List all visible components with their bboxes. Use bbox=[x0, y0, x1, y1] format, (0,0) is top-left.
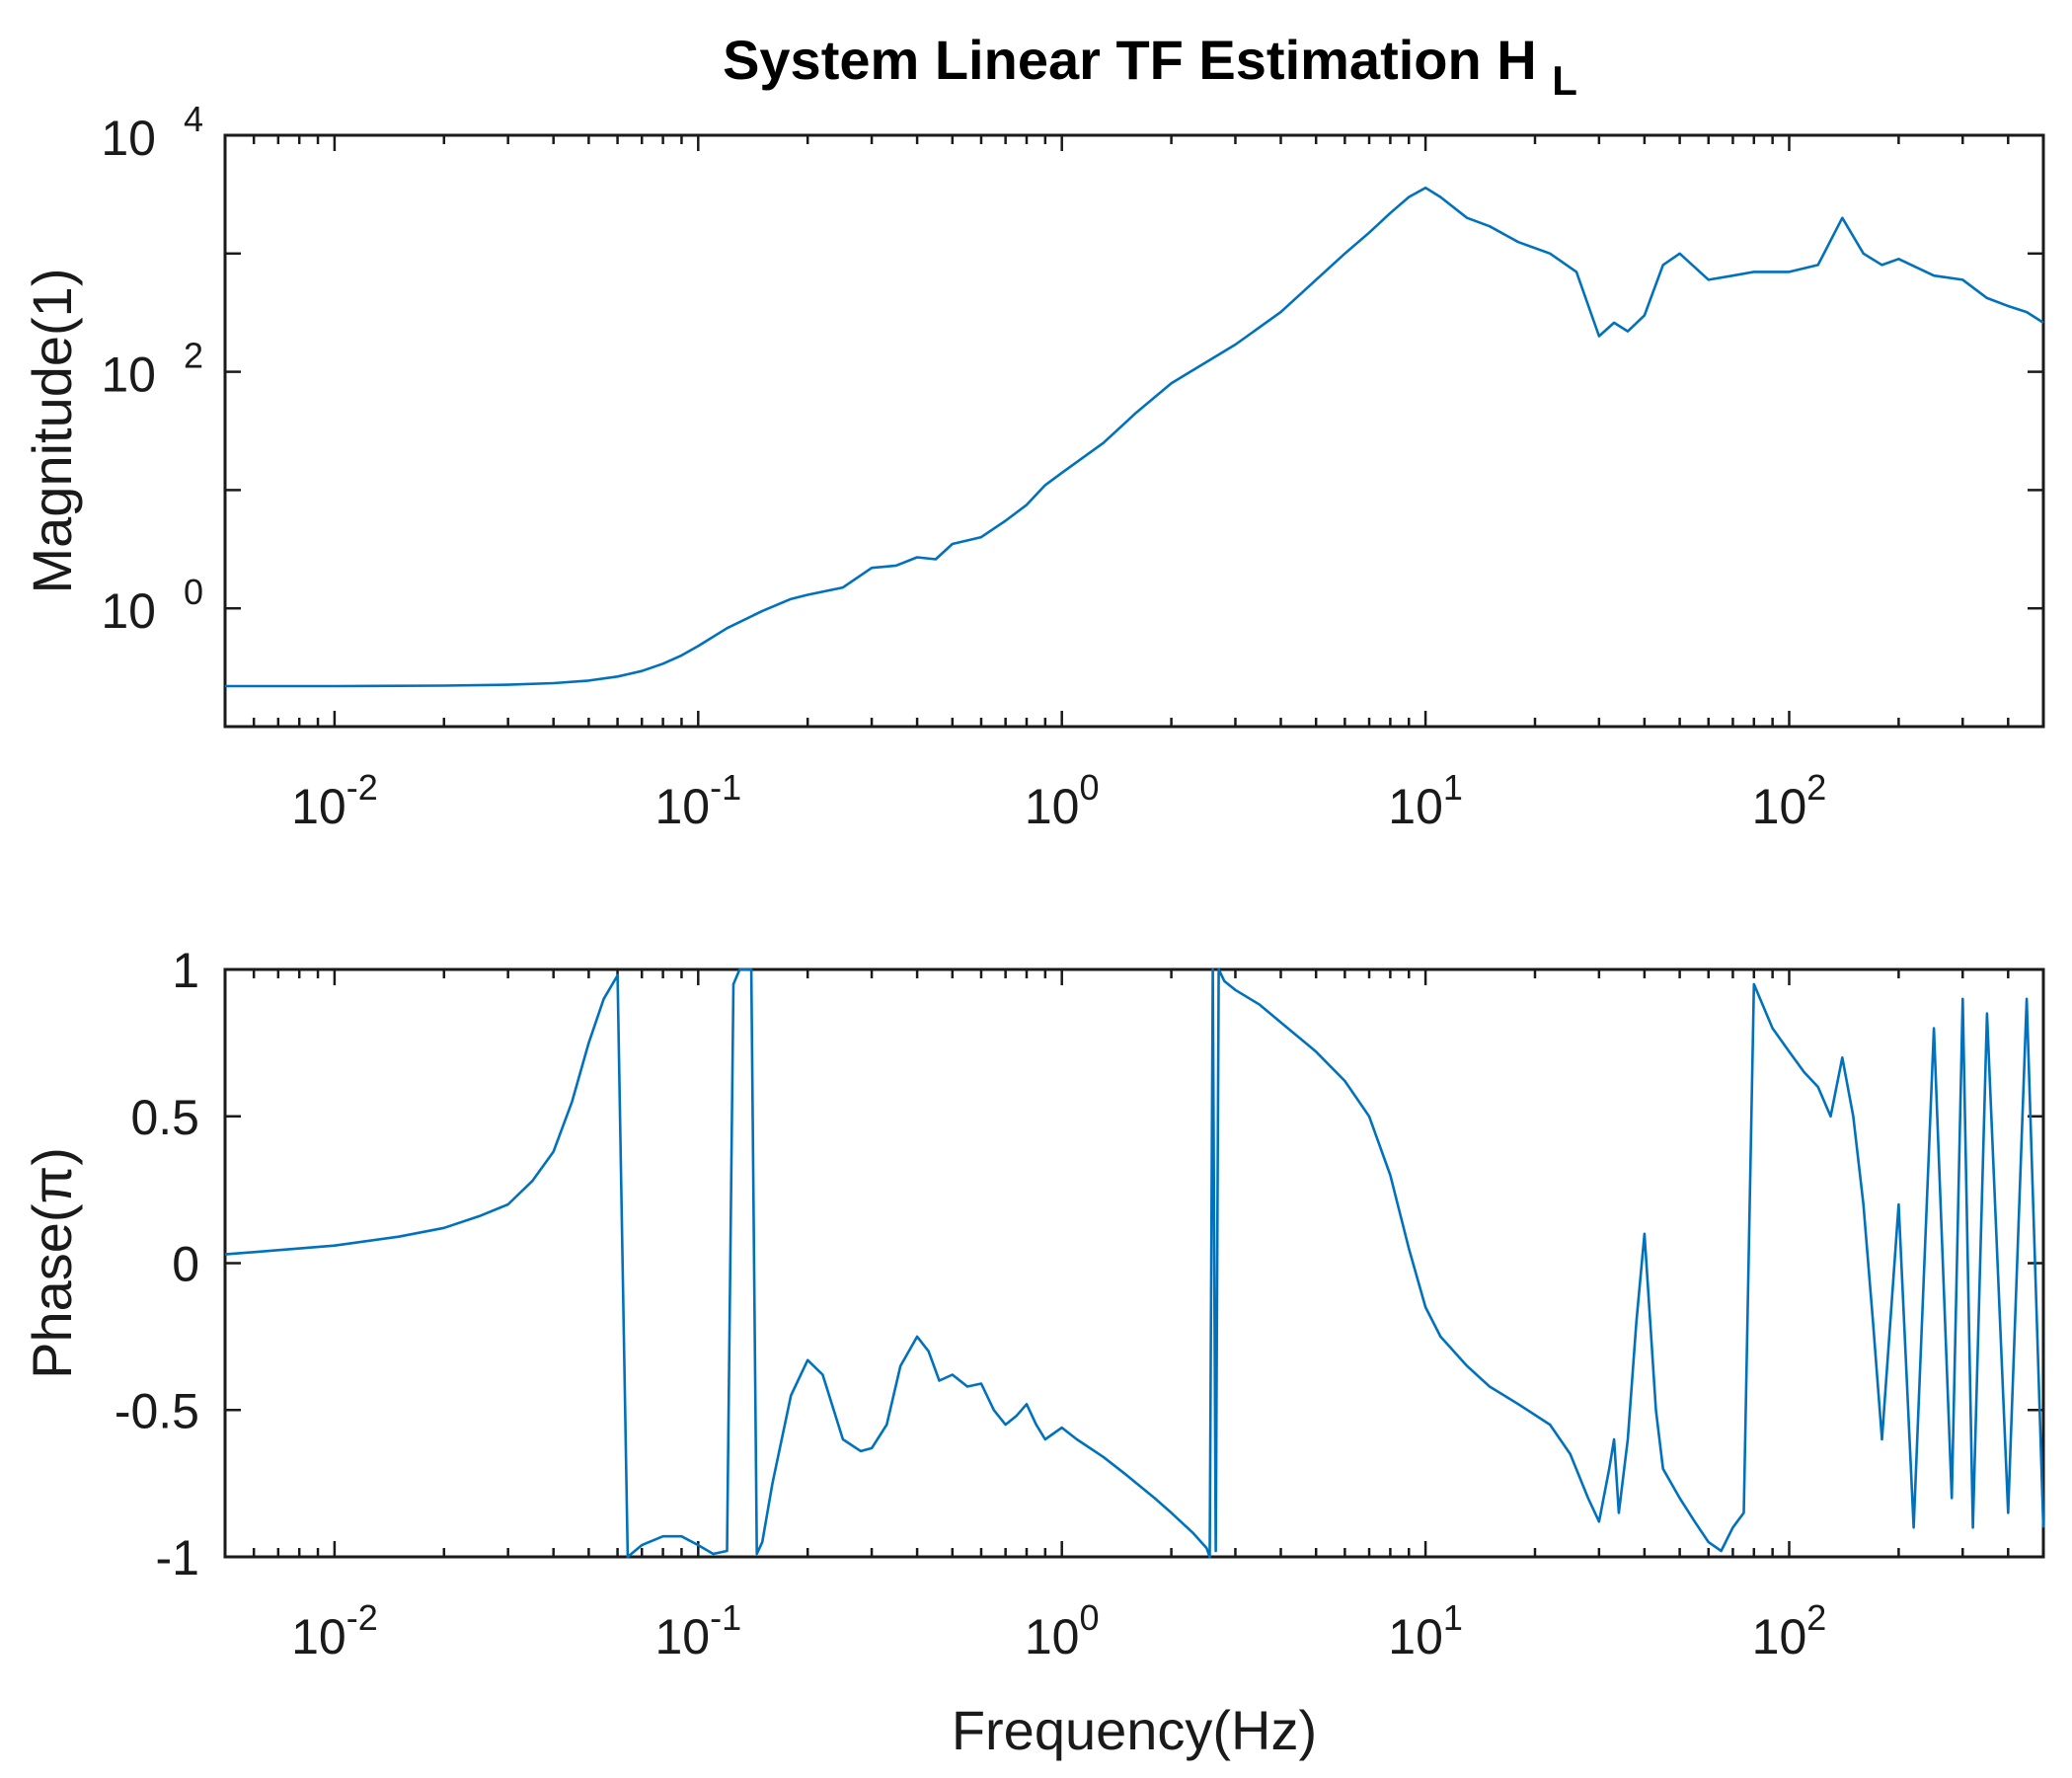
y-tick-label-exponent: 2 bbox=[184, 336, 203, 376]
x-tick-label-base: 10 bbox=[1025, 779, 1080, 834]
chart-title-subscript: L bbox=[1552, 57, 1577, 104]
y-tick-label: -0.5 bbox=[115, 1383, 199, 1438]
x-tick-label-exponent: 1 bbox=[1443, 1597, 1463, 1638]
y-axis-label: Phase(π) bbox=[21, 1147, 83, 1379]
x-tick-label-base: 10 bbox=[291, 779, 346, 834]
x-tick-label-base: 10 bbox=[1752, 1609, 1807, 1664]
x-tick-label-base: 10 bbox=[1388, 1609, 1443, 1664]
y-tick-label-base: 10 bbox=[101, 348, 156, 403]
y-tick-label: 1 bbox=[172, 943, 199, 998]
x-tick-label: 101 bbox=[1388, 1597, 1463, 1664]
axes-frame bbox=[223, 967, 2045, 1559]
y-tick-label-exponent: 4 bbox=[184, 99, 203, 139]
x-tick-label-exponent: -1 bbox=[710, 767, 741, 808]
x-tick-label-exponent: -2 bbox=[346, 767, 378, 808]
x-tick-label-base: 10 bbox=[291, 1609, 346, 1664]
x-tick-label: 102 bbox=[1752, 1597, 1827, 1664]
x-tick-label: 100 bbox=[1025, 767, 1100, 834]
series-line bbox=[224, 967, 2045, 1559]
x-tick-label-base: 10 bbox=[1025, 1609, 1080, 1664]
y-tick-label-base: 10 bbox=[101, 111, 156, 166]
y-tick-label: 0 bbox=[172, 1237, 199, 1292]
y-axis-label: Magnitude(1) bbox=[21, 269, 83, 594]
y-tick-label: 10 0 bbox=[101, 572, 203, 639]
x-tick-label-base: 10 bbox=[1752, 779, 1807, 834]
series-line bbox=[225, 186, 2044, 688]
x-tick-label: 100 bbox=[1025, 1597, 1100, 1664]
x-tick-label-exponent: 2 bbox=[1806, 767, 1826, 808]
x-tick-label-base: 10 bbox=[654, 1609, 710, 1664]
chart-title-text: System Linear TF Estimation H bbox=[723, 29, 1552, 91]
x-tick-label: 10-1 bbox=[654, 767, 741, 834]
x-tick-label-exponent: -2 bbox=[346, 1597, 378, 1638]
phase-panel: 10-2 10-1 100 101 10210.50-0.5-1Phase(π)Freq… bbox=[21, 943, 2045, 1761]
chart-title: System Linear TF Estimation H L bbox=[723, 29, 1577, 104]
y-tick-label-base: 10 bbox=[101, 583, 156, 639]
x-axis-label: Frequency(Hz) bbox=[952, 1699, 1317, 1761]
x-tick-label-exponent: 0 bbox=[1079, 1597, 1099, 1638]
axes-frame bbox=[223, 133, 2045, 729]
y-tick-label-exponent: 0 bbox=[184, 572, 203, 612]
x-tick-label: 102 bbox=[1752, 767, 1827, 834]
y-tick-label: 0.5 bbox=[130, 1090, 199, 1145]
x-tick-label-exponent: 0 bbox=[1079, 767, 1099, 808]
x-tick-label-exponent: 1 bbox=[1443, 767, 1463, 808]
y-tick-label: -1 bbox=[156, 1530, 199, 1585]
x-tick-label-exponent: 2 bbox=[1806, 1597, 1826, 1638]
y-tick-label: 10 2 bbox=[101, 336, 203, 403]
x-tick-label: 10-1 bbox=[654, 1597, 741, 1664]
x-tick-label: 10-2 bbox=[291, 767, 378, 834]
x-tick-label-base: 10 bbox=[654, 779, 710, 834]
x-tick-label-exponent: -1 bbox=[710, 1597, 741, 1638]
x-tick-label: 101 bbox=[1388, 767, 1463, 834]
y-tick-label: 10 4 bbox=[101, 99, 203, 166]
x-tick-label-base: 10 bbox=[1388, 779, 1443, 834]
x-tick-label: 10-2 bbox=[291, 1597, 378, 1664]
